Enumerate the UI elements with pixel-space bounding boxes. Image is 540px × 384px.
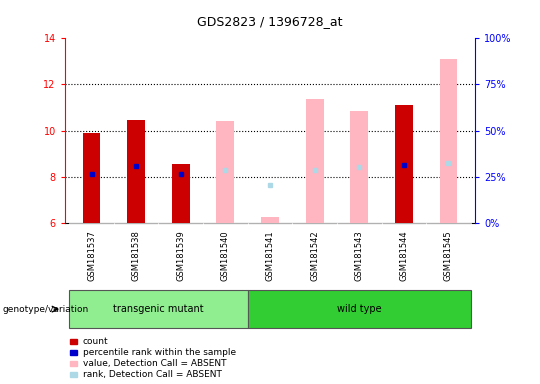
- Bar: [248, 223, 292, 288]
- Bar: [127, 120, 145, 223]
- Text: GSM181543: GSM181543: [355, 230, 364, 281]
- Text: wild type: wild type: [337, 304, 382, 314]
- Bar: [70, 339, 77, 344]
- Bar: [70, 361, 77, 366]
- Bar: [306, 99, 323, 223]
- Text: GSM181542: GSM181542: [310, 230, 319, 281]
- Bar: [350, 111, 368, 223]
- Text: GSM181539: GSM181539: [176, 230, 185, 281]
- Text: rank, Detection Call = ABSENT: rank, Detection Call = ABSENT: [83, 369, 221, 379]
- Text: GSM181541: GSM181541: [266, 230, 274, 281]
- Bar: [114, 223, 158, 288]
- Bar: [158, 223, 203, 288]
- Text: GDS2823 / 1396728_at: GDS2823 / 1396728_at: [197, 15, 343, 28]
- Text: GSM181544: GSM181544: [399, 230, 408, 281]
- Bar: [69, 290, 248, 328]
- Bar: [248, 290, 471, 328]
- Text: count: count: [83, 337, 108, 346]
- Bar: [395, 105, 413, 223]
- Bar: [70, 372, 77, 376]
- Bar: [426, 223, 471, 288]
- Bar: [337, 223, 382, 288]
- Bar: [203, 223, 248, 288]
- Text: value, Detection Call = ABSENT: value, Detection Call = ABSENT: [83, 359, 226, 368]
- Bar: [83, 133, 100, 223]
- Bar: [217, 121, 234, 223]
- Text: GSM181540: GSM181540: [221, 230, 230, 281]
- Bar: [69, 223, 114, 288]
- Bar: [292, 223, 337, 288]
- Text: GSM181538: GSM181538: [132, 230, 141, 281]
- Text: GSM181537: GSM181537: [87, 230, 96, 281]
- Text: GSM181545: GSM181545: [444, 230, 453, 281]
- Text: percentile rank within the sample: percentile rank within the sample: [83, 348, 236, 357]
- Text: transgenic mutant: transgenic mutant: [113, 304, 204, 314]
- Bar: [261, 217, 279, 223]
- Bar: [440, 59, 457, 223]
- Bar: [172, 164, 190, 223]
- Text: genotype/variation: genotype/variation: [3, 305, 89, 314]
- Bar: [382, 223, 426, 288]
- Bar: [70, 350, 77, 355]
